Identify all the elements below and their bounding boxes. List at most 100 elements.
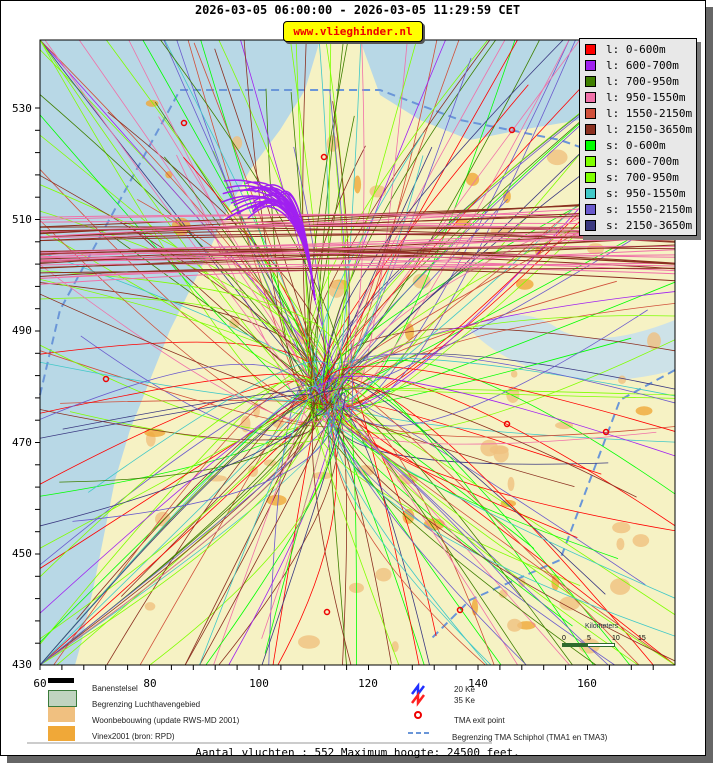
flight-track [334,408,675,532]
flight-track [53,379,318,665]
urban-area [515,278,534,290]
scale-tick: 10 [612,635,620,642]
flight-track [252,194,316,301]
tma-boundary [39,89,676,641]
flight-track [40,400,344,665]
y-tick-label: 490 [12,324,32,337]
vinex-swatch [48,726,75,741]
legend-label: s: 1550-2150m [606,202,693,216]
urban-area [229,317,240,329]
scale-tick: 0 [562,635,566,642]
flight-track [40,94,316,404]
flight-track [40,227,675,238]
flight-track [310,115,355,416]
flight-track [328,406,492,665]
flight-track [40,393,313,439]
flight-track [293,146,325,391]
legend-swatch [585,91,596,103]
flight-track [163,40,340,410]
legend-item: l: 700-950m [580,73,692,89]
tma-exit-icon [414,711,422,719]
tma-exit-point [320,153,328,161]
urban-area [559,596,580,611]
urban-area [555,421,574,430]
scale-label: Kilometers [585,623,619,630]
ijsselmeer [360,40,580,140]
flight-track [40,169,336,412]
urban-area [610,578,631,595]
tma-exit-points [102,119,610,616]
urban-area [231,136,243,150]
urban-area [518,578,526,588]
urban-area [551,574,560,591]
legend-item: l: 0-600m [580,41,692,57]
tma-exit-point [323,608,331,616]
legend-label: l: 950-1550m [606,90,686,104]
tma-exit-point [602,428,610,436]
flight-track [40,207,675,232]
legend-label: s: 950-1550m [606,186,686,200]
flight-track [312,406,657,445]
ke20-icon [411,682,425,698]
legend-swatch [585,219,596,231]
flight-track [40,363,316,420]
legend-item: s: 1550-2150m [580,201,692,217]
flight-track [40,396,311,665]
urban-area [632,534,650,547]
legend-item: s: 950-1550m [580,185,692,201]
legend-label: l: 1550-2150m [606,106,693,120]
legend-swatch [585,123,596,135]
urban-area [502,189,511,204]
flight-track [337,404,430,665]
x-tick-label: 160 [577,677,597,690]
urban-area [546,149,568,166]
flight-track [40,251,335,389]
urban-area [145,99,159,107]
flight-track [317,40,418,406]
flight-track [314,380,527,665]
x-tick-label: 120 [358,677,378,690]
website-link[interactable]: www.vlieghinder.nl [283,21,423,42]
y-tick-label: 510 [12,213,32,226]
urban-area [240,415,251,433]
flight-track [107,111,326,383]
flight-track [40,252,675,258]
summary-footer: Aantal vluchten : 552 Maximum hoogte: 24… [195,746,520,759]
flight-track [40,393,338,527]
legend-swatch [585,59,596,71]
flight-track [305,379,400,665]
tma-boundary-label: Begrenzing TMA Schiphol (TMA1 en TMA3) [452,733,608,742]
flight-track [40,379,332,614]
legend-swatch [585,187,596,199]
legend-item: l: 950-1550m [580,89,692,105]
tma-exit-point [102,375,110,383]
tma-exit-point [456,606,464,614]
urban-area [616,537,625,551]
flight-track [40,222,675,238]
scale-bar: Kilometers 0 5 10 15 [562,623,646,647]
flight-track [261,392,346,665]
flight-track [106,391,321,665]
flight-track [329,398,675,662]
housing-label: Woonbebouwing (update RWS-MD 2001) [92,716,240,725]
flight-track [40,239,675,254]
lakes [470,315,675,380]
flight-track [40,385,320,665]
tma-exit-point [503,420,511,428]
flight-track [40,263,675,280]
flight-track [40,233,675,242]
airport-boundary-label: Begrenzing Luchthavengebied [92,700,201,709]
flight-track [318,375,675,457]
tma-exit-point [508,126,516,134]
flight-track [312,395,675,665]
airport-boundary-swatch [48,690,77,707]
flight-track [40,229,325,397]
flight-track [333,394,675,637]
flight-track [205,394,343,665]
urban-area [507,618,522,632]
flight-track [40,244,675,269]
runway-swatch [48,678,74,683]
altitude-legend: l: 0-600m l: 600-700m l: 700-950m l: 950-15… [579,38,698,236]
flight-track [337,383,675,399]
legend-swatch [585,155,596,167]
